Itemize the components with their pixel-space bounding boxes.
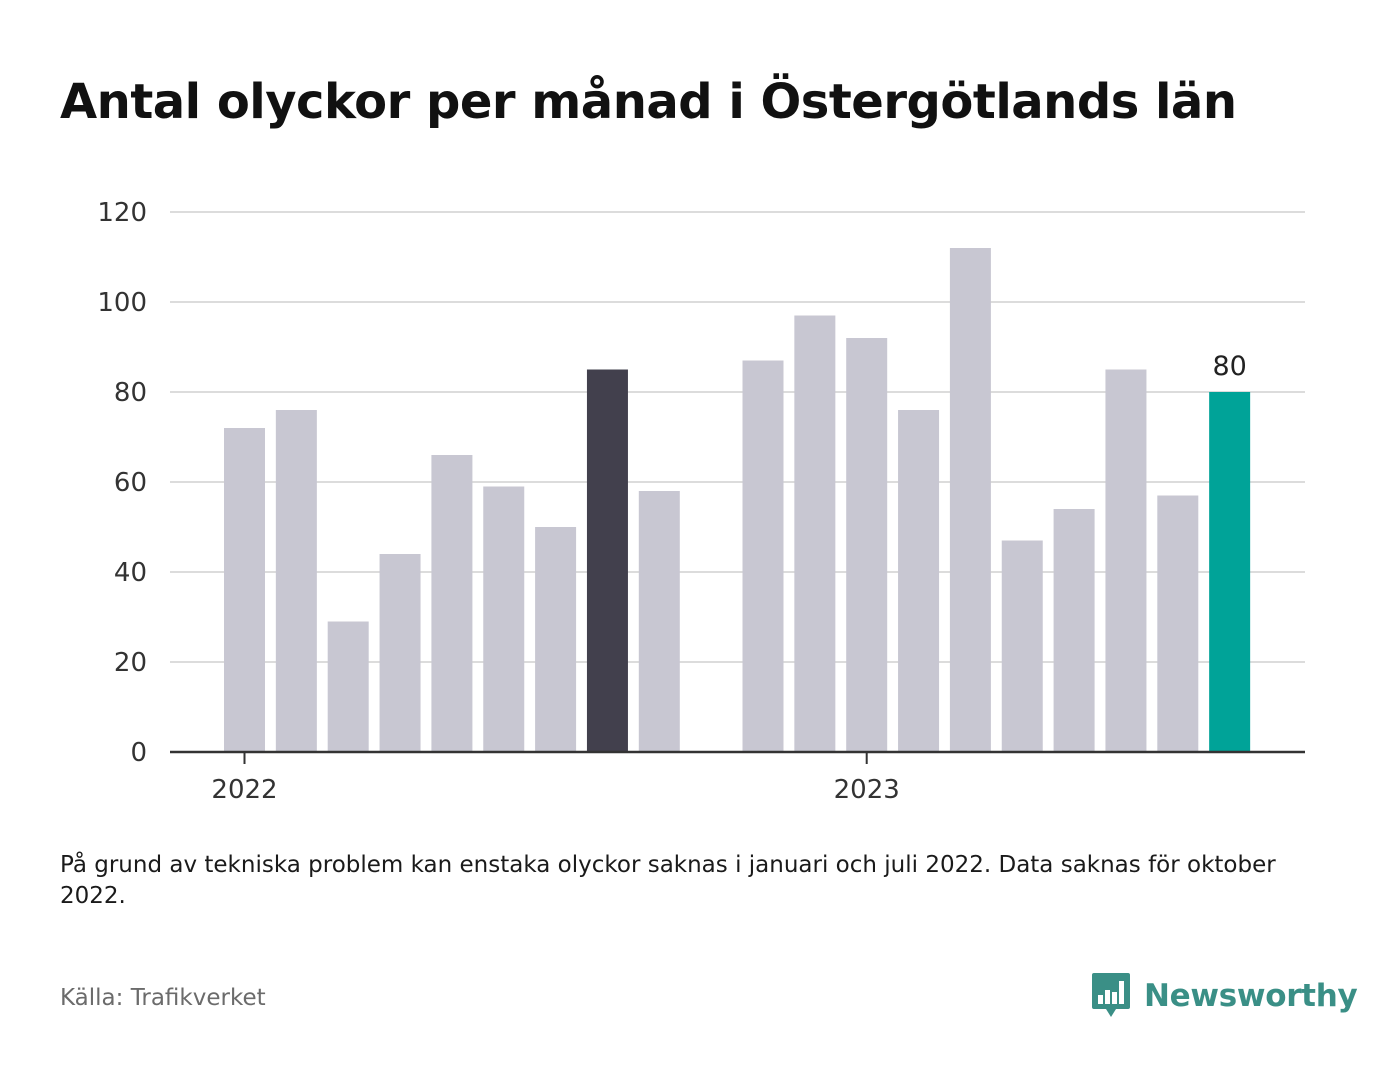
- bar-2022-05: [431, 455, 473, 752]
- bar-2023-02: [898, 410, 940, 752]
- chart-bars: [224, 248, 1251, 752]
- newsworthy-logo: Newsworthy: [1090, 970, 1358, 1022]
- source-credit: Källa: Trafikverket: [60, 985, 266, 1011]
- y-tick-label: 100: [97, 288, 147, 318]
- bar-2022-07: [535, 527, 577, 752]
- bar-2023-03: [949, 248, 991, 752]
- bar-2023-05: [1053, 509, 1095, 752]
- newsworthy-logo-text: Newsworthy: [1144, 978, 1358, 1014]
- x-tick-label: 2022: [211, 775, 277, 805]
- bar-2023-06: [1105, 369, 1147, 752]
- y-tick-label: 60: [114, 468, 147, 498]
- y-tick-label: 20: [114, 648, 147, 678]
- bar-chart: 0 20 40 60 80 100 120 80 2022 2023: [97, 198, 1305, 805]
- y-tick-label: 80: [114, 378, 147, 408]
- bar-2022-12: [794, 315, 836, 752]
- bar-2022-02: [275, 410, 317, 752]
- y-tick-label: 0: [130, 738, 147, 768]
- bar-2022-11: [742, 360, 784, 752]
- bar-2023-07: [1157, 495, 1199, 752]
- bar-2022-01: [224, 428, 265, 752]
- bar-2022-03: [327, 621, 369, 752]
- latest-value-label: 80: [1212, 351, 1246, 382]
- bar-2022-08: [586, 369, 628, 752]
- bar-2022-09: [638, 491, 680, 752]
- newsworthy-logo-icon: [1092, 973, 1130, 1017]
- page-title: Antal olyckor per månad i Östergötlands …: [60, 74, 1237, 130]
- bar-2023-01: [846, 338, 888, 752]
- bar-2023-08: [1209, 392, 1251, 752]
- x-tick-label: 2023: [834, 775, 900, 805]
- x-axis-ticks: 2022 2023: [211, 752, 900, 805]
- bar-2022-06: [483, 486, 525, 752]
- y-axis-tick-labels: 0 20 40 60 80 100 120: [97, 198, 147, 768]
- chart-footnote: På grund av tekniska problem kan enstaka…: [60, 852, 1276, 909]
- bar-2023-04: [1001, 540, 1043, 752]
- bar-2022-04: [379, 554, 421, 752]
- y-tick-label: 120: [97, 198, 147, 228]
- chart-data-labels: 80: [1212, 351, 1246, 382]
- y-tick-label: 40: [114, 558, 147, 588]
